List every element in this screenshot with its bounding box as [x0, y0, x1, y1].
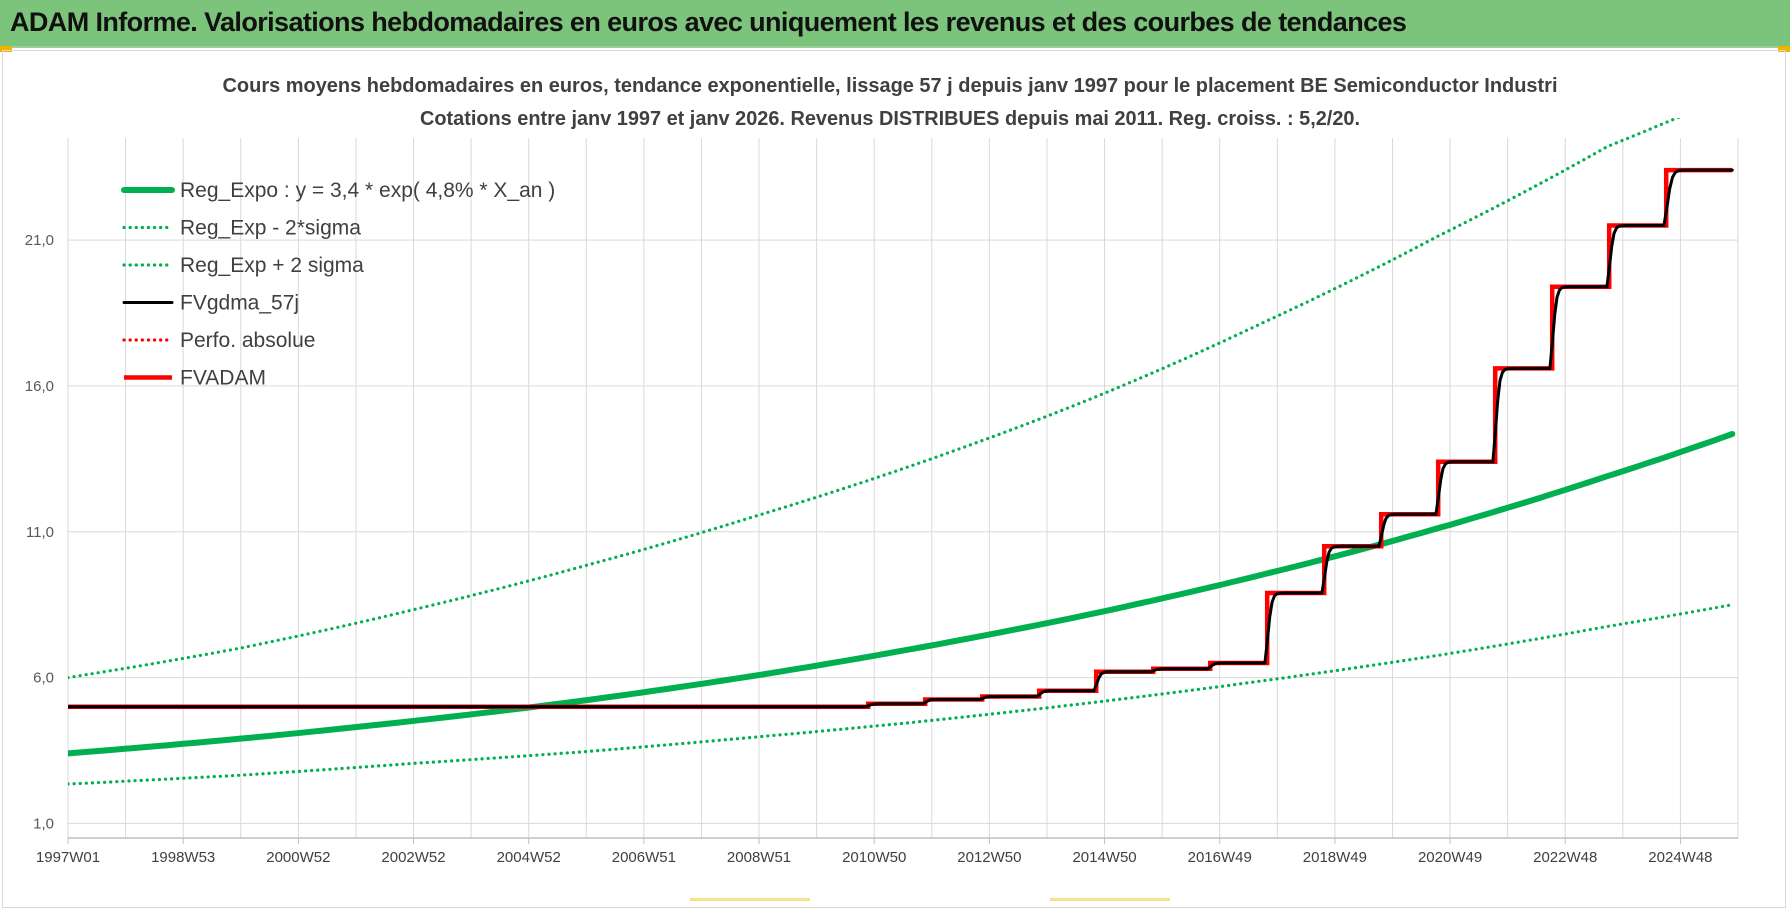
footer-marker [690, 898, 810, 901]
x-tick-label: 2018W49 [1303, 849, 1367, 866]
x-tick-label: 2022W48 [1533, 849, 1597, 866]
series-line-fvadam [68, 167, 1733, 710]
x-tick-label: 2012W50 [957, 849, 1021, 866]
y-tick-label: 11,0 [26, 524, 54, 541]
chart-frame [2, 50, 1786, 908]
x-tick-label: 2010W50 [842, 849, 906, 866]
x-tick-label: 2016W49 [1188, 849, 1252, 866]
legend: Reg_Expo : y = 3,4 * exp( 4,8% * X_an ) R… [121, 179, 555, 390]
corner-marker-right [1778, 46, 1790, 52]
chart-subtitle: Cotations entre janv 1997 et janv 2026. … [420, 108, 1360, 130]
page-title: ADAM Informe. Valorisations hebdomadaire… [10, 7, 1407, 37]
series-layer [68, 118, 1736, 786]
x-tick-label: 2014W50 [1072, 849, 1136, 866]
x-tick-label: 2006W51 [612, 849, 676, 866]
legend-label: Reg_Exp + 2 sigma [180, 254, 364, 277]
chart-title: Cours moyens hebdomadaires en euros, ten… [223, 75, 1558, 97]
series-line-reg-plus-2sigma [68, 118, 1681, 680]
x-tick-label: 2000W52 [266, 849, 330, 866]
legend-label: FVgdma_57j [180, 292, 299, 315]
corner-marker-left [0, 46, 12, 52]
legend-label: Reg_Expo : y = 3,4 * exp( 4,8% * X_an ) [180, 179, 555, 202]
series-line-fvgdma [68, 168, 1734, 709]
x-tick-label: 2004W52 [497, 849, 561, 866]
series-line-reg-minus-2sigma [68, 603, 1734, 786]
chart: Cours moyens hebdomadaires en euros, ten… [25, 75, 1739, 866]
x-tick-label: 2002W52 [381, 849, 445, 866]
series-line-reg-expo [68, 431, 1736, 757]
x-tick-label: 2008W51 [727, 849, 791, 866]
y-tick-label: 6,0 [33, 670, 54, 687]
header-bar: ADAM Informe. Valorisations hebdomadaire… [0, 0, 1790, 48]
x-tick-label: 1997W01 [36, 849, 100, 866]
axes: 1,0 6,0 11,0 16,0 21,0 1997W01 1998W53 2000W52 2… [25, 232, 1738, 866]
y-tick-label: 21,0 [25, 232, 54, 249]
x-tick-label: 2024W48 [1648, 849, 1712, 866]
y-tick-label: 1,0 [33, 815, 54, 832]
legend-label: Reg_Exp - 2*sigma [180, 217, 361, 240]
y-tick-label: 16,0 [25, 378, 54, 395]
grid [67, 138, 1739, 838]
legend-label: FVADAM [180, 367, 266, 390]
legend-label: Perfo. absolue [180, 329, 315, 352]
footer-marker [1050, 898, 1170, 901]
x-tick-label: 1998W53 [151, 849, 215, 866]
x-tick-label: 2020W49 [1418, 849, 1482, 866]
